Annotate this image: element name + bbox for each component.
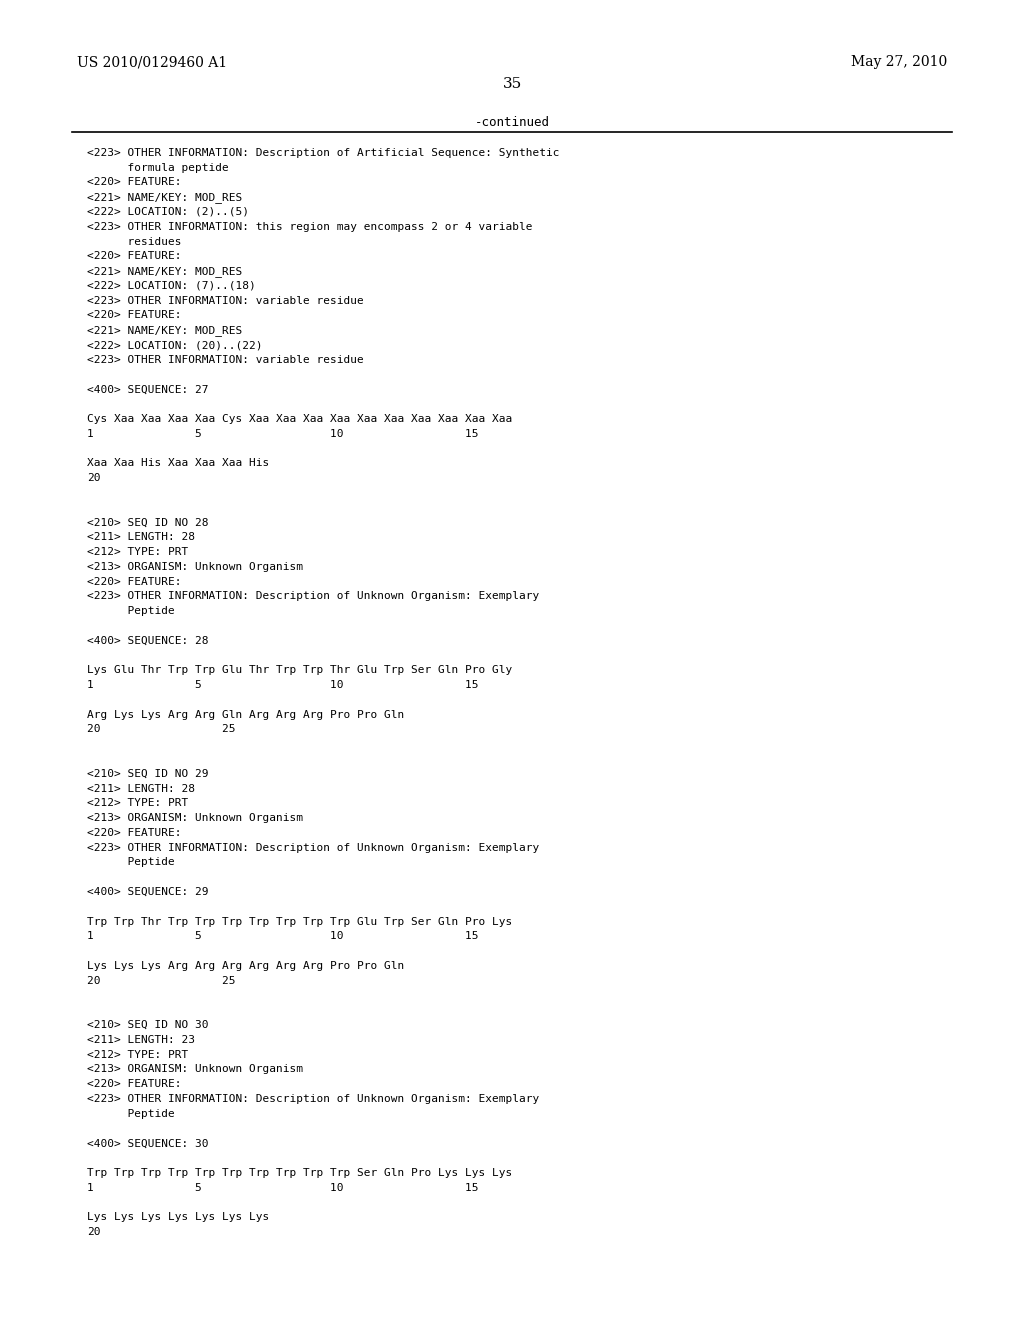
- Text: <221> NAME/KEY: MOD_RES: <221> NAME/KEY: MOD_RES: [87, 325, 243, 337]
- Text: <221> NAME/KEY: MOD_RES: <221> NAME/KEY: MOD_RES: [87, 267, 243, 277]
- Text: <220> FEATURE:: <220> FEATURE:: [87, 177, 181, 187]
- Text: Lys Glu Thr Trp Trp Glu Thr Trp Trp Thr Glu Trp Ser Gln Pro Gly: Lys Glu Thr Trp Trp Glu Thr Trp Trp Thr …: [87, 665, 512, 676]
- Text: <222> LOCATION: (20)..(22): <222> LOCATION: (20)..(22): [87, 341, 262, 350]
- Text: <400> SEQUENCE: 28: <400> SEQUENCE: 28: [87, 636, 209, 645]
- Text: Peptide: Peptide: [87, 606, 175, 616]
- Text: <223> OTHER INFORMATION: Description of Unknown Organism: Exemplary: <223> OTHER INFORMATION: Description of …: [87, 591, 540, 602]
- Text: <220> FEATURE:: <220> FEATURE:: [87, 828, 181, 838]
- Text: <400> SEQUENCE: 30: <400> SEQUENCE: 30: [87, 1138, 209, 1148]
- Text: Trp Trp Trp Trp Trp Trp Trp Trp Trp Trp Ser Gln Pro Lys Lys Lys: Trp Trp Trp Trp Trp Trp Trp Trp Trp Trp …: [87, 1168, 512, 1177]
- Text: <212> TYPE: PRT: <212> TYPE: PRT: [87, 546, 188, 557]
- Text: <220> FEATURE:: <220> FEATURE:: [87, 1080, 181, 1089]
- Text: <210> SEQ ID NO 30: <210> SEQ ID NO 30: [87, 1020, 209, 1030]
- Text: <222> LOCATION: (2)..(5): <222> LOCATION: (2)..(5): [87, 207, 249, 216]
- Text: Peptide: Peptide: [87, 1109, 175, 1119]
- Text: Arg Lys Lys Arg Arg Gln Arg Arg Arg Pro Pro Gln: Arg Lys Lys Arg Arg Gln Arg Arg Arg Pro …: [87, 710, 404, 719]
- Text: <223> OTHER INFORMATION: this region may encompass 2 or 4 variable: <223> OTHER INFORMATION: this region may…: [87, 222, 532, 232]
- Text: <212> TYPE: PRT: <212> TYPE: PRT: [87, 1049, 188, 1060]
- Text: 35: 35: [503, 77, 521, 91]
- Text: <223> OTHER INFORMATION: Description of Artificial Sequence: Synthetic: <223> OTHER INFORMATION: Description of …: [87, 148, 559, 158]
- Text: Lys Lys Lys Arg Arg Arg Arg Arg Arg Pro Pro Gln: Lys Lys Lys Arg Arg Arg Arg Arg Arg Pro …: [87, 961, 404, 972]
- Text: <220> FEATURE:: <220> FEATURE:: [87, 251, 181, 261]
- Text: <220> FEATURE:: <220> FEATURE:: [87, 577, 181, 586]
- Text: <223> OTHER INFORMATION: Description of Unknown Organism: Exemplary: <223> OTHER INFORMATION: Description of …: [87, 842, 540, 853]
- Text: 1               5                   10                  15: 1 5 10 15: [87, 1183, 478, 1193]
- Text: residues: residues: [87, 236, 181, 247]
- Text: Lys Lys Lys Lys Lys Lys Lys: Lys Lys Lys Lys Lys Lys Lys: [87, 1212, 269, 1222]
- Text: -continued: -continued: [474, 116, 550, 129]
- Text: <223> OTHER INFORMATION: variable residue: <223> OTHER INFORMATION: variable residu…: [87, 296, 364, 306]
- Text: <211> LENGTH: 28: <211> LENGTH: 28: [87, 532, 195, 543]
- Text: formula peptide: formula peptide: [87, 162, 228, 173]
- Text: 1               5                   10                  15: 1 5 10 15: [87, 429, 478, 438]
- Text: 20                  25: 20 25: [87, 725, 236, 734]
- Text: Cys Xaa Xaa Xaa Xaa Cys Xaa Xaa Xaa Xaa Xaa Xaa Xaa Xaa Xaa Xaa: Cys Xaa Xaa Xaa Xaa Cys Xaa Xaa Xaa Xaa …: [87, 414, 512, 424]
- Text: US 2010/0129460 A1: US 2010/0129460 A1: [77, 55, 227, 70]
- Text: <223> OTHER INFORMATION: Description of Unknown Organism: Exemplary: <223> OTHER INFORMATION: Description of …: [87, 1094, 540, 1104]
- Text: <220> FEATURE:: <220> FEATURE:: [87, 310, 181, 321]
- Text: Peptide: Peptide: [87, 858, 175, 867]
- Text: <213> ORGANISM: Unknown Organism: <213> ORGANISM: Unknown Organism: [87, 1064, 303, 1074]
- Text: 1               5                   10                  15: 1 5 10 15: [87, 680, 478, 690]
- Text: <400> SEQUENCE: 29: <400> SEQUENCE: 29: [87, 887, 209, 898]
- Text: <212> TYPE: PRT: <212> TYPE: PRT: [87, 799, 188, 808]
- Text: Xaa Xaa His Xaa Xaa Xaa His: Xaa Xaa His Xaa Xaa Xaa His: [87, 458, 269, 469]
- Text: Trp Trp Thr Trp Trp Trp Trp Trp Trp Trp Glu Trp Ser Gln Pro Lys: Trp Trp Thr Trp Trp Trp Trp Trp Trp Trp …: [87, 916, 512, 927]
- Text: <213> ORGANISM: Unknown Organism: <213> ORGANISM: Unknown Organism: [87, 562, 303, 572]
- Text: May 27, 2010: May 27, 2010: [851, 55, 947, 70]
- Text: <223> OTHER INFORMATION: variable residue: <223> OTHER INFORMATION: variable residu…: [87, 355, 364, 364]
- Text: <400> SEQUENCE: 27: <400> SEQUENCE: 27: [87, 384, 209, 395]
- Text: <221> NAME/KEY: MOD_RES: <221> NAME/KEY: MOD_RES: [87, 193, 243, 203]
- Text: <213> ORGANISM: Unknown Organism: <213> ORGANISM: Unknown Organism: [87, 813, 303, 824]
- Text: <210> SEQ ID NO 29: <210> SEQ ID NO 29: [87, 768, 209, 779]
- Text: <222> LOCATION: (7)..(18): <222> LOCATION: (7)..(18): [87, 281, 256, 290]
- Text: <211> LENGTH: 23: <211> LENGTH: 23: [87, 1035, 195, 1045]
- Text: <211> LENGTH: 28: <211> LENGTH: 28: [87, 784, 195, 793]
- Text: 20: 20: [87, 1228, 100, 1237]
- Text: 20                  25: 20 25: [87, 975, 236, 986]
- Text: <210> SEQ ID NO 28: <210> SEQ ID NO 28: [87, 517, 209, 528]
- Text: 1               5                   10                  15: 1 5 10 15: [87, 932, 478, 941]
- Text: 20: 20: [87, 473, 100, 483]
